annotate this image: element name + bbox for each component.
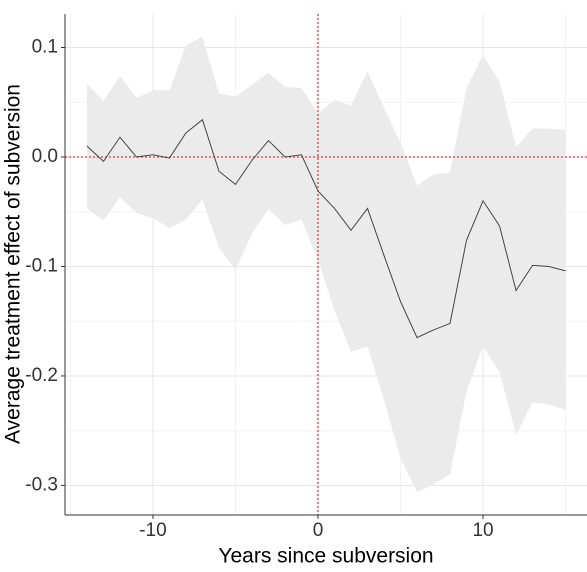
x-tick-label: 0 bbox=[313, 520, 324, 541]
x-tick-label: -10 bbox=[139, 520, 166, 541]
estimate-line bbox=[86, 118, 566, 339]
x-tick-label: 10 bbox=[472, 520, 493, 541]
plot bbox=[65, 14, 587, 515]
y-tick-label: 0.0 bbox=[32, 146, 58, 167]
confidence-band bbox=[86, 36, 566, 493]
x-axis-label: Years since subversion bbox=[218, 545, 433, 568]
y-tick-label: -0.3 bbox=[25, 474, 58, 495]
y-tick-label: -0.2 bbox=[25, 365, 58, 386]
y-tick-label: -0.1 bbox=[25, 255, 58, 276]
y-axis-label: Average treatment effect of subversion bbox=[2, 84, 25, 444]
y-tick-label: 0.1 bbox=[32, 37, 58, 58]
